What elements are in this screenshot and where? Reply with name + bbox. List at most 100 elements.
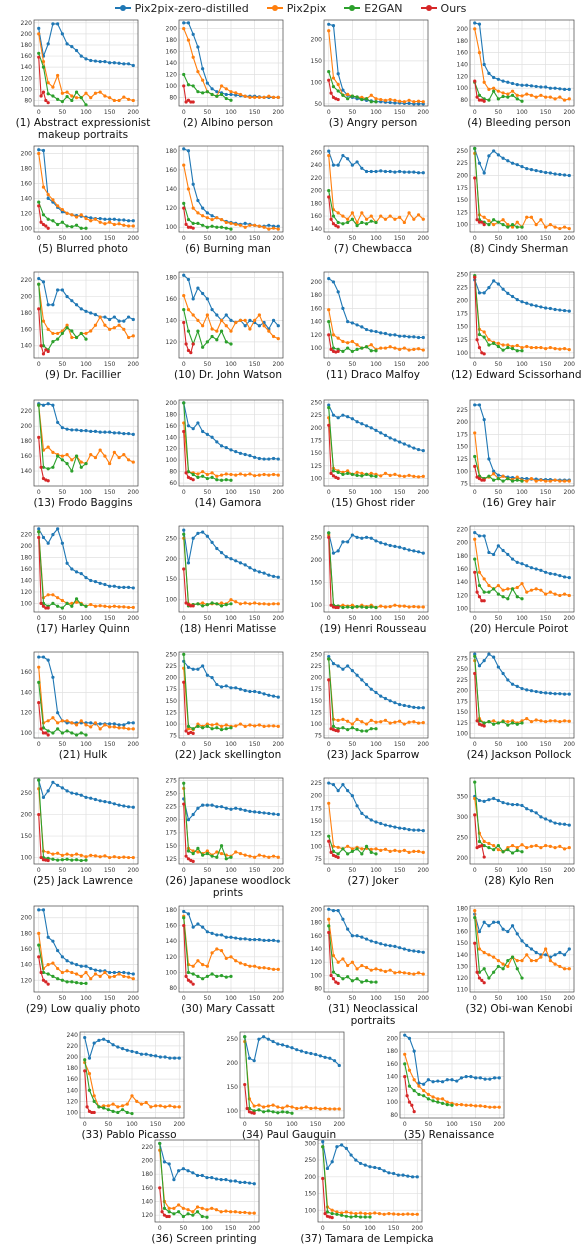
x-tick-label: 50 xyxy=(59,867,67,874)
data-point xyxy=(89,216,93,220)
data-point xyxy=(553,97,557,101)
data-point xyxy=(191,731,195,735)
data-point xyxy=(421,171,425,175)
data-point xyxy=(271,1039,275,1044)
plot-frame xyxy=(469,19,575,107)
data-point xyxy=(407,1100,412,1104)
y-tick-label: 125 xyxy=(311,831,323,838)
data-point xyxy=(355,804,359,808)
data-point xyxy=(496,592,500,596)
data-point xyxy=(182,27,186,31)
data-point xyxy=(238,602,243,606)
x-tick-label: 200 xyxy=(249,1225,261,1232)
data-point xyxy=(355,847,359,851)
data-point xyxy=(350,211,354,215)
data-point xyxy=(403,1052,407,1056)
plot-frame xyxy=(178,777,284,865)
y-tick-label: 150 xyxy=(227,1084,239,1091)
plot-frame xyxy=(33,905,139,993)
x-tick-label: 150 xyxy=(249,615,261,622)
subplot-title: (26) Japanese woodlock prints xyxy=(165,875,291,899)
data-point xyxy=(139,1102,144,1106)
data-point xyxy=(70,721,74,725)
data-point xyxy=(65,561,69,565)
y-tick-label: 160 xyxy=(311,933,323,940)
x-tick-label: 200 xyxy=(128,361,140,368)
y-tick-label: 220 xyxy=(21,408,33,415)
data-point xyxy=(257,570,261,574)
data-point xyxy=(65,857,69,861)
data-point xyxy=(219,973,224,978)
data-point xyxy=(191,226,195,230)
plot-frame xyxy=(178,19,284,107)
data-point xyxy=(336,729,340,733)
y-tick-label: 150 xyxy=(457,709,469,716)
data-point xyxy=(238,223,243,227)
data-point xyxy=(510,294,515,299)
subplot-title: (22) Jack skellington xyxy=(175,749,282,761)
data-point xyxy=(290,1046,294,1050)
y-tick-label: 175 xyxy=(457,698,469,705)
data-point xyxy=(70,458,74,462)
data-point xyxy=(182,201,186,205)
data-point xyxy=(464,1103,468,1107)
data-point xyxy=(98,855,102,859)
data-point xyxy=(388,721,392,725)
data-point xyxy=(327,801,331,805)
data-point xyxy=(407,850,411,854)
data-point xyxy=(496,153,500,157)
y-tick-label: 100 xyxy=(457,606,469,613)
data-point xyxy=(506,223,510,227)
data-point xyxy=(191,972,195,976)
data-point xyxy=(234,473,238,477)
data-point xyxy=(548,345,552,350)
data-point xyxy=(510,93,515,97)
data-point xyxy=(122,218,126,222)
data-point xyxy=(191,667,195,671)
data-point xyxy=(325,1166,330,1171)
data-point xyxy=(534,304,538,308)
data-point xyxy=(501,967,505,971)
data-point xyxy=(473,275,477,279)
data-point xyxy=(331,724,336,728)
data-point xyxy=(388,100,392,105)
data-point xyxy=(154,1054,158,1058)
data-point xyxy=(393,438,397,442)
x-tick-label: 200 xyxy=(494,1121,506,1128)
x-tick-label: 200 xyxy=(128,867,140,874)
data-point xyxy=(84,331,88,336)
y-tick-label: 120 xyxy=(67,1098,79,1105)
data-point xyxy=(379,331,383,335)
data-point xyxy=(525,167,529,171)
data-point xyxy=(238,722,243,726)
data-point xyxy=(271,456,276,461)
data-point xyxy=(219,473,224,477)
data-point xyxy=(327,188,331,193)
data-point xyxy=(548,223,552,227)
data-point xyxy=(567,173,571,178)
data-point xyxy=(98,60,102,64)
data-point xyxy=(89,977,93,981)
data-point xyxy=(477,719,482,723)
data-point xyxy=(262,724,266,728)
data-point xyxy=(46,226,50,230)
data-point xyxy=(416,102,421,106)
data-point xyxy=(234,806,238,810)
data-point xyxy=(398,215,402,219)
data-point xyxy=(79,974,83,978)
data-point xyxy=(520,94,524,98)
data-point xyxy=(253,318,257,322)
data-point xyxy=(492,469,496,473)
data-point xyxy=(421,706,425,710)
data-point xyxy=(182,909,186,914)
plot-frame xyxy=(469,271,575,359)
data-point xyxy=(548,844,552,848)
legend-item-pix2pix: Pix2pix xyxy=(266,2,326,15)
data-point xyxy=(473,146,477,151)
data-point xyxy=(544,306,548,310)
y-tick-label: 225 xyxy=(311,663,323,670)
x-tick-label: 0 xyxy=(473,741,477,748)
data-point xyxy=(487,219,491,223)
data-point xyxy=(37,435,41,439)
data-point xyxy=(360,220,364,225)
